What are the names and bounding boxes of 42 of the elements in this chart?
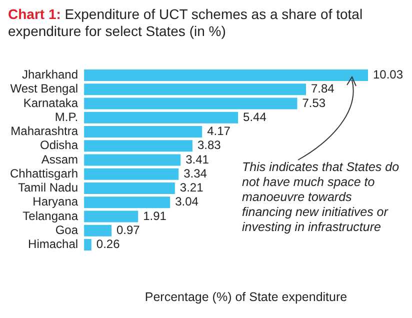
- y-tick-label: Jharkhand: [22, 68, 78, 82]
- data-label: 3.21: [180, 180, 204, 195]
- bar: [84, 126, 202, 138]
- bar: [84, 182, 175, 194]
- data-label: 3.41: [186, 152, 210, 166]
- y-tick-label: Maharashtra: [10, 124, 78, 138]
- bar: [84, 140, 192, 152]
- data-label: 0.26: [96, 237, 120, 252]
- y-tick-label: West Bengal: [10, 82, 78, 96]
- bar: [84, 224, 112, 236]
- data-label: 5.44: [243, 110, 267, 124]
- y-tick-label: Odisha: [40, 138, 78, 152]
- data-label: 3.83: [197, 138, 222, 152]
- data-label: 1.91: [143, 208, 167, 223]
- y-tick-label: Karnataka: [23, 96, 78, 110]
- x-axis-title: Percentage (%) of State expenditure: [144, 290, 348, 304]
- bar: [84, 239, 92, 250]
- y-tick-label: Telangana: [22, 208, 78, 223]
- chart-title: Chart 1: Expenditure of UCT schemes as a share of total expenditure for select States (in %): [8, 6, 364, 40]
- data-label: 0.97: [116, 222, 140, 237]
- data-label: 7.53: [302, 96, 326, 110]
- bar: [84, 210, 138, 222]
- y-tick-label: Haryana: [32, 194, 78, 209]
- bar: [84, 84, 306, 96]
- y-tick-label: Tamil Nadu: [18, 180, 78, 195]
- y-tick-label: M.P.: [54, 110, 78, 124]
- y-tick-label: Himachal: [28, 237, 78, 252]
- data-label: 4.17: [207, 124, 231, 138]
- y-tick-label: Goa: [55, 222, 78, 237]
- data-label: 3.04: [175, 194, 199, 209]
- data-label: 7.84: [311, 82, 335, 96]
- bar: [84, 112, 238, 124]
- annotation: This indicates that States do not have much space to manoeuvre towards financing new initiatives or investing in infrastructure: [242, 160, 400, 235]
- bar: [84, 98, 298, 110]
- bar: [84, 154, 181, 166]
- y-tick-label: Assam: [41, 152, 78, 166]
- data-label: 3.34: [184, 166, 208, 180]
- bar: [84, 70, 368, 81]
- bar: [84, 168, 179, 180]
- data-label: 10.03: [373, 68, 404, 82]
- bar: [84, 196, 170, 208]
- y-tick-label: Chhattisgarh: [10, 166, 78, 180]
